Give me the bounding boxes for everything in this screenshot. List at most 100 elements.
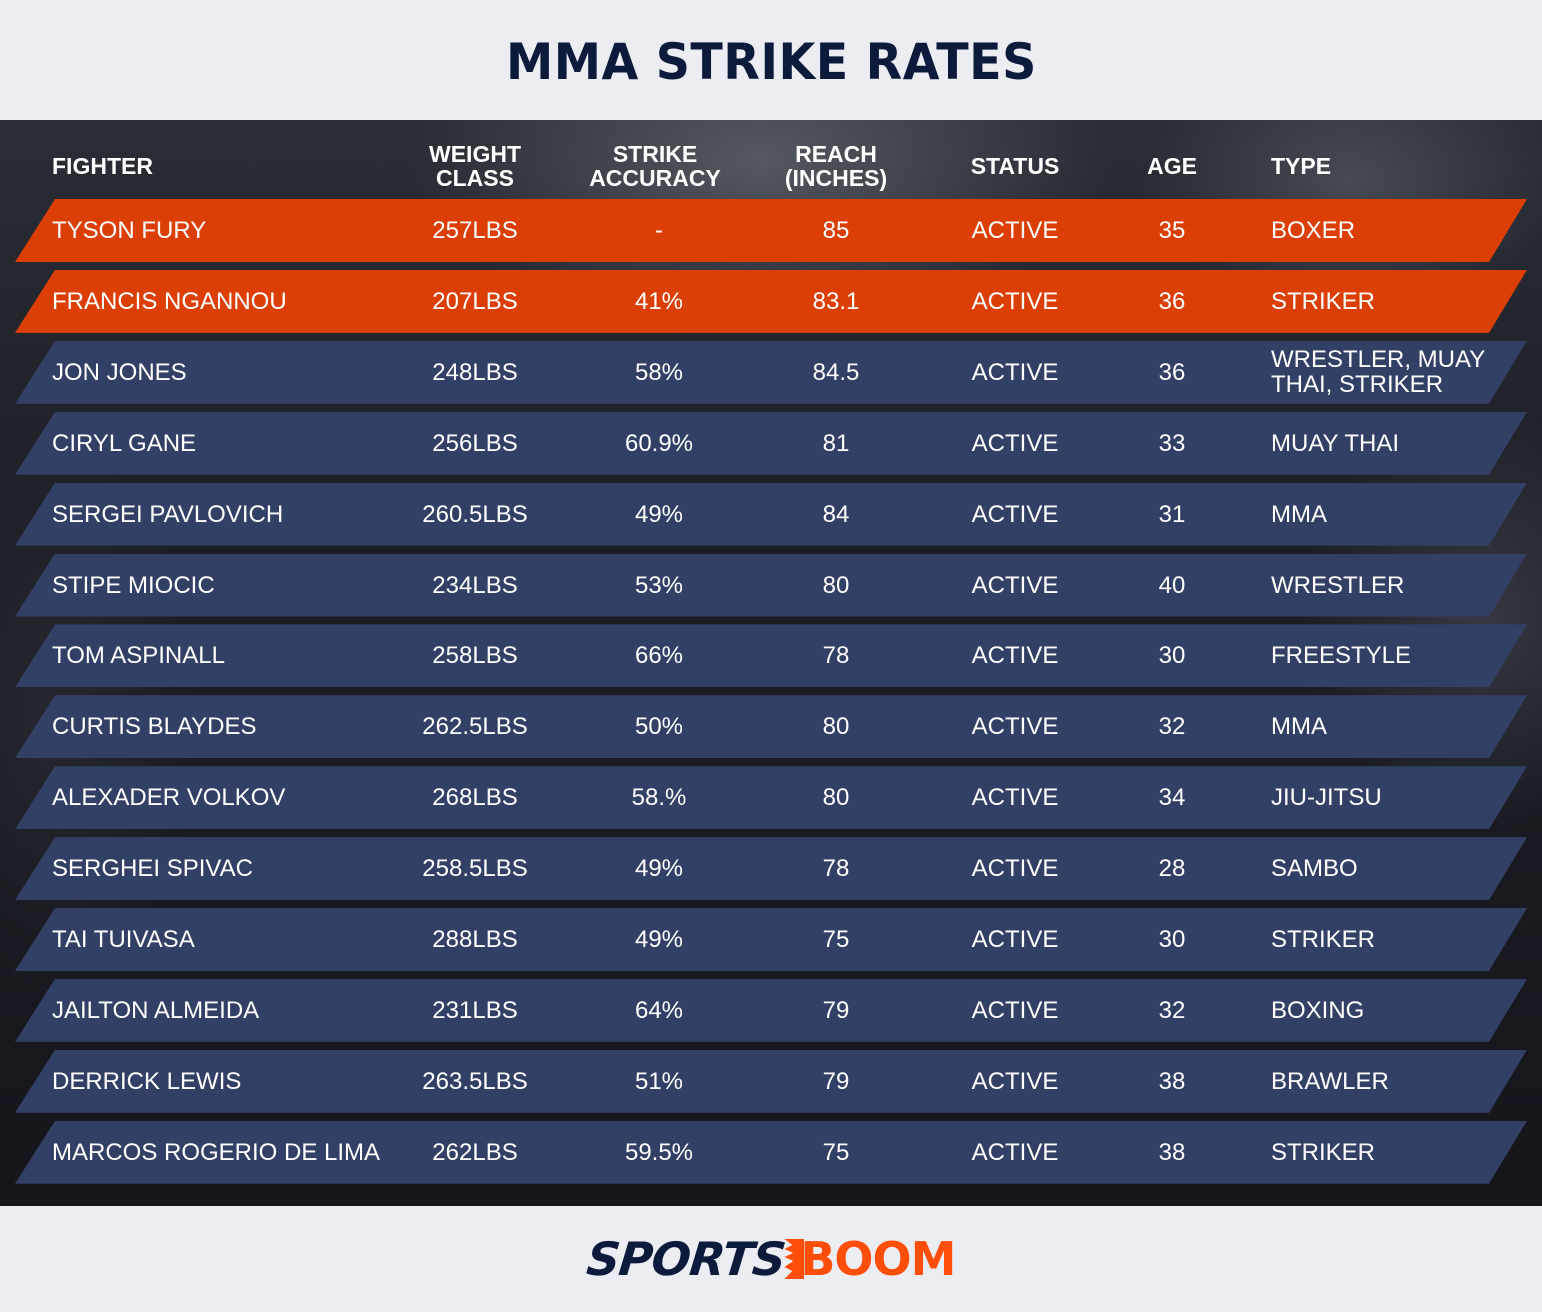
cell-fighter: TOM ASPINALL [52,642,225,670]
cell-status: ACTIVE [971,642,1059,670]
cell-reach: 85 [822,217,850,244]
header-weight-class: WEIGHT CLASS [429,141,521,191]
cell-age: 35 [1158,217,1186,244]
cell-reach: 79 [822,1067,850,1095]
cell-fighter: SERGHEI SPIVAC [52,855,253,883]
cell-type: FREESTYLE [1271,642,1412,670]
table-row: JAILTON ALMEIDA 231LBS 64% 79 ACTIVE 32 BOXING [15,978,1527,1042]
cell-weight-class: 260.5LBS [422,500,528,528]
cell-strike-accuracy: 41% [634,287,684,315]
cell-strike-accuracy: 49% [634,500,684,528]
cell-age: 28 [1158,855,1186,883]
cell-type: BRAWLER [1271,1067,1389,1095]
footer: SPORTS BOOM [0,1206,1542,1312]
cell-reach: 84 [822,500,850,528]
cell-type: BOXING [1271,996,1365,1024]
header-reach: REACH (INCHES) [784,141,888,191]
cell-weight-class: 256LBS [432,429,518,457]
header-age: AGE [1147,153,1197,179]
cell-reach: 78 [822,642,850,670]
cell-age: 30 [1158,926,1186,953]
cell-weight-class: 262.5LBS [422,713,528,741]
table-row: SERGEI PAVLOVICH 260.5LBS 49% 84 ACTIVE 31 MMA [15,482,1527,546]
table-header: FIGHTER WEIGHT CLASS STRIKE ACCURACY REA… [0,120,1542,198]
cell-type: STRIKER [1271,287,1376,315]
table-row: STIPE MIOCIC 234LBS 53% 80 ACTIVE 40 WRESTLER [15,553,1527,617]
cell-fighter: DERRICK LEWIS [52,1067,242,1095]
cell-fighter: JAILTON ALMEIDA [52,996,260,1024]
cell-fighter: JON JONES [52,358,187,386]
cell-strike-accuracy: 59.5% [624,1138,694,1166]
cell-strike-accuracy: - [655,217,663,244]
cell-fighter: ALEXADER VOLKOV [52,784,286,812]
cell-weight-class: 257LBS [432,217,518,244]
cell-status: ACTIVE [971,996,1059,1024]
cell-fighter: FRANCIS NGANNOU [52,287,287,315]
table-row: MARCOS ROGERIO DE LIMA 262LBS 59.5% 75 ACTIV… [15,1120,1527,1184]
cell-strike-accuracy: 49% [634,855,684,883]
cell-status: ACTIVE [971,217,1059,244]
cell-weight-class: 234LBS [432,571,518,599]
cell-weight-class: 258LBS [432,642,518,670]
cell-fighter: STIPE MIOCIC [52,571,215,599]
cell-type: MMA [1271,713,1327,741]
cell-strike-accuracy: 51% [634,1067,684,1095]
table-row: CURTIS BLAYDES 262.5LBS 50% 80 ACTIVE 32 MMA [15,695,1527,759]
table-row: SERGHEI SPIVAC 258.5LBS 49% 78 ACTIVE 28 SAMBO [15,837,1527,901]
cell-age: 31 [1158,500,1186,528]
cell-reach: 75 [822,1138,850,1166]
table-row: TAI TUIVASA 288LBS 49% 75 ACTIVE 30 STRIKER [15,908,1527,971]
cell-weight-class: 262LBS [432,1138,518,1166]
cell-strike-accuracy: 60.9% [624,429,694,457]
cell-age: 36 [1158,287,1186,315]
cell-reach: 78 [822,855,850,883]
cell-status: ACTIVE [971,287,1059,315]
cell-status: ACTIVE [971,358,1059,386]
cell-type: SAMBO [1271,855,1358,883]
cell-age: 32 [1158,996,1186,1024]
header-status: STATUS [970,153,1060,179]
cell-status: ACTIVE [971,1138,1059,1166]
cell-status: ACTIVE [971,713,1059,741]
cell-reach: 84.5 [812,358,860,386]
cell-strike-accuracy: 66% [634,642,684,670]
title-bar: MMA STRIKE RATES [0,0,1542,120]
cell-type: STRIKER [1271,926,1376,953]
cell-reach: 80 [822,713,850,741]
cell-strike-accuracy: 49% [634,926,684,953]
table-row: ALEXADER VOLKOV 268LBS 58.% 80 ACTIVE 34 JIU-J… [15,766,1527,830]
cell-reach: 80 [822,571,850,599]
cell-status: ACTIVE [971,784,1059,812]
cell-weight-class: 231LBS [432,996,518,1024]
cell-age: 33 [1158,429,1186,457]
cell-reach: 80 [822,784,850,812]
cell-weight-class: 248LBS [432,358,518,386]
cell-type: MUAY THAI [1271,429,1400,457]
burst-icon [784,1239,805,1279]
cell-reach: 81 [822,429,850,457]
header-type: TYPE [1271,153,1332,179]
table-row: DERRICK LEWIS 263.5LBS 51% 79 ACTIVE 38 BRAWLE… [15,1049,1527,1113]
cell-age: 38 [1158,1138,1186,1166]
cell-age: 32 [1158,713,1186,741]
cell-age: 30 [1158,642,1186,670]
cell-status: ACTIVE [971,855,1059,883]
cell-status: ACTIVE [971,1067,1059,1095]
cell-type: WRESTLER, MUAY THAI, STRIKER [1271,346,1485,399]
cell-reach: 83.1 [812,287,860,315]
cell-age: 40 [1158,571,1186,599]
cell-type: MMA [1271,500,1327,528]
cell-weight-class: 258.5LBS [422,855,528,883]
cell-fighter: TAI TUIVASA [52,926,195,953]
cell-fighter: MARCOS ROGERIO DE LIMA [52,1138,381,1166]
cell-age: 36 [1158,358,1186,386]
table-row: TOM ASPINALL 258LBS 66% 78 ACTIVE 30 FREESTYLE [15,624,1527,688]
page-title: MMA STRIKE RATES [505,33,1037,91]
cell-fighter: CURTIS BLAYDES [52,713,257,741]
header-strike-accuracy: STRIKE ACCURACY [589,141,721,191]
cell-status: ACTIVE [971,500,1059,528]
cell-reach: 75 [822,926,850,953]
sportsboom-logo: SPORTS BOOM [584,1232,957,1286]
cell-strike-accuracy: 58% [634,358,684,386]
cell-strike-accuracy: 64% [634,996,684,1024]
